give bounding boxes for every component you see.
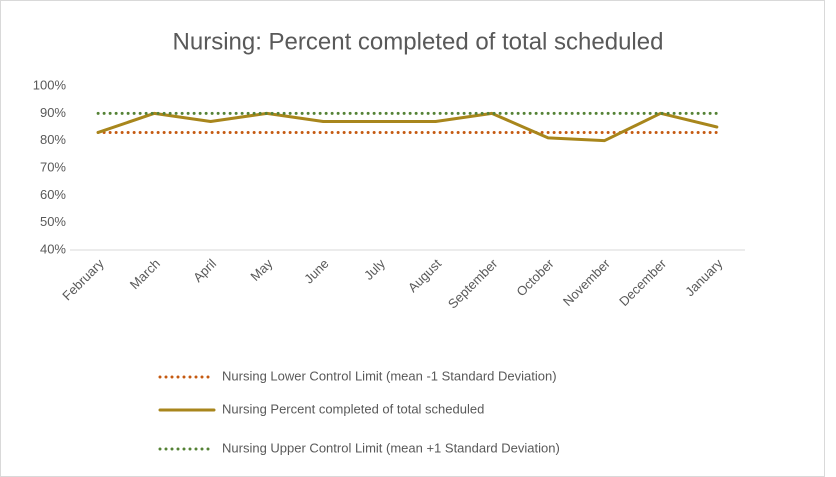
- y-tick-label: 100%: [33, 77, 67, 92]
- chart-title: Nursing: Percent completed of total sche…: [173, 28, 664, 55]
- y-tick-label: 50%: [40, 214, 66, 229]
- legend-label: Nursing Lower Control Limit (mean -1 Sta…: [222, 368, 557, 383]
- legend-label: Nursing Percent completed of total sched…: [222, 401, 484, 416]
- y-tick-label: 70%: [40, 159, 66, 174]
- y-tick-label: 40%: [40, 241, 66, 256]
- series-line: [96, 111, 719, 143]
- legend-label: Nursing Upper Control Limit (mean +1 Sta…: [222, 440, 560, 455]
- y-tick-label: 80%: [40, 132, 66, 147]
- y-tick-label: 90%: [40, 105, 66, 120]
- y-tick-label: 60%: [40, 187, 66, 202]
